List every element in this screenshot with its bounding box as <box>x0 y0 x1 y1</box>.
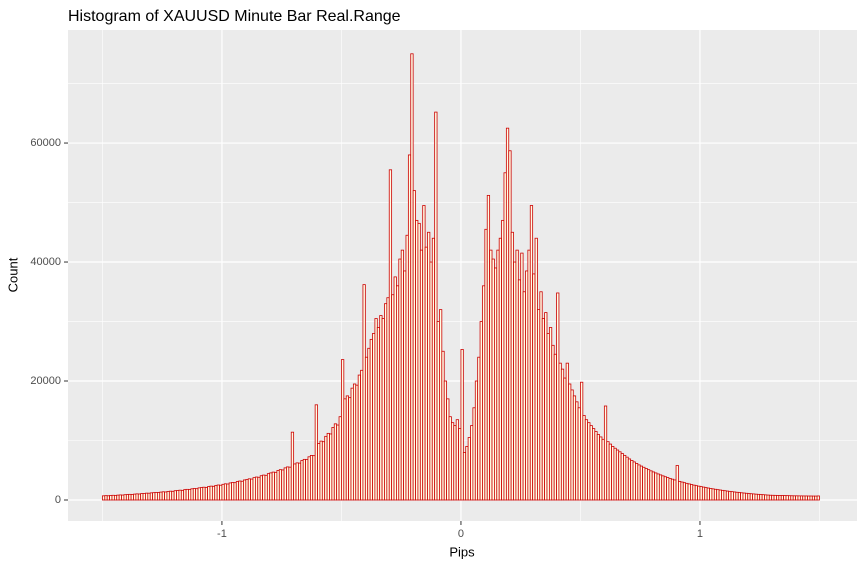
x-tick-label: 0 <box>458 528 464 540</box>
y-tick-label: 0 <box>55 494 61 506</box>
histogram-bar <box>460 349 464 501</box>
histogram-bar <box>434 111 438 501</box>
x-tick-label: 1 <box>697 528 703 540</box>
histogram-bar <box>816 495 820 501</box>
axes: -1 0 1 0 20000 40000 60000 <box>30 137 703 540</box>
y-tick-label: 60000 <box>30 137 61 149</box>
y-axis-title: Count <box>5 257 20 292</box>
chart-title: Histogram of XAUUSD Minute Bar Real.Rang… <box>68 8 401 25</box>
y-tick-label: 20000 <box>30 375 61 387</box>
x-tick-label: -1 <box>217 528 227 540</box>
bars <box>102 53 820 501</box>
x-axis-title: Pips <box>449 544 475 559</box>
y-tick-label: 40000 <box>30 256 61 268</box>
